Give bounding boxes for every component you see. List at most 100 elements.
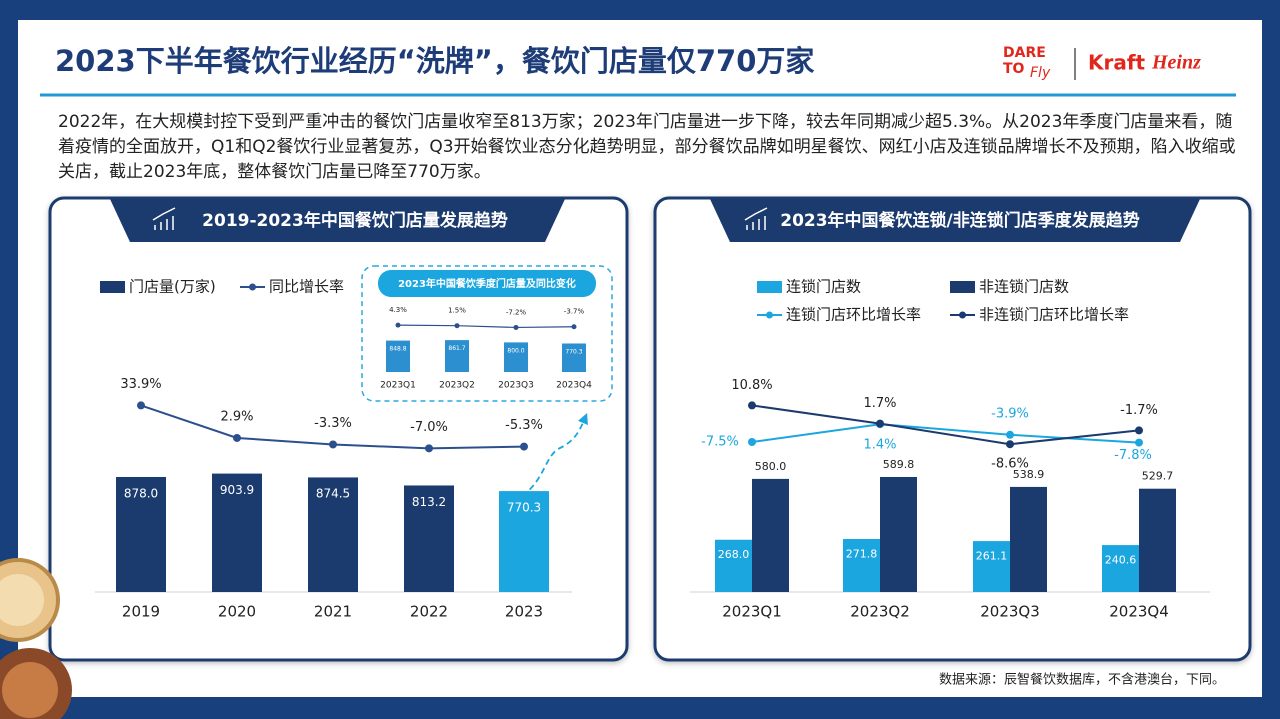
food-decoration: [0, 558, 72, 719]
bar: [1139, 488, 1176, 592]
bar-value-label: 261.1: [976, 549, 1008, 562]
bar: [1102, 545, 1139, 592]
x-tick-label: 2023Q3: [980, 603, 1040, 621]
bar: [973, 541, 1010, 592]
line-value-label: -7.5%: [701, 435, 739, 450]
line-point: [137, 401, 145, 410]
intro-paragraph: 2022年，在大规模封控下受到严重冲击的餐饮门店量收窄至813万家；2023年门…: [58, 112, 1236, 182]
line-point: [513, 324, 519, 330]
x-tick-label: 2023Q1: [722, 603, 782, 621]
line-point: [1135, 438, 1143, 447]
bar-value-label: 861.7: [448, 345, 465, 352]
bar: [880, 476, 917, 592]
legend-label: 非连锁门店环比增长率: [979, 306, 1129, 324]
x-tick-label: 2023Q3: [498, 381, 534, 391]
x-tick-label: 2023Q2: [439, 381, 475, 391]
bar-value-label: 878.0: [124, 486, 158, 500]
bar: [562, 343, 586, 372]
line-value-label: 33.9%: [120, 377, 161, 392]
bar-value-label: 271.8: [846, 547, 878, 560]
bar-value-label: 813.2: [412, 495, 446, 509]
line-point: [748, 438, 756, 446]
legend-swatch: [959, 311, 966, 319]
logo-kraft: Kraft: [1088, 51, 1146, 75]
logo-fly: Fly: [1030, 65, 1051, 81]
legend-swatch: [950, 281, 975, 293]
x-tick-label: 2021: [314, 603, 352, 621]
inset-title-pill: [378, 270, 596, 297]
bar-value-label: 240.6: [1105, 553, 1137, 566]
bar-value-label: 903.9: [220, 483, 254, 497]
bar-value-label: 770.3: [565, 348, 582, 355]
line-point: [571, 324, 577, 330]
legend-label: 门店量(万家): [129, 278, 216, 296]
tab-icons: [152, 207, 768, 230]
x-tick-label: 2023: [505, 603, 543, 621]
line-value-label: -8.6%: [991, 457, 1029, 472]
x-tick-label: 2023Q2: [850, 603, 910, 621]
line-point: [1135, 426, 1143, 435]
legend-label: 连锁门店数: [786, 278, 861, 296]
line-point: [1006, 430, 1014, 439]
x-tick-label: 2023Q4: [556, 381, 592, 391]
logo-dare: DARE: [1003, 45, 1046, 61]
bar: [116, 476, 166, 592]
x-tick-label: 2023Q1: [380, 381, 416, 391]
bar-value-label: 848.8: [389, 345, 406, 352]
legend-swatch: [100, 281, 125, 293]
line-point: [395, 322, 401, 328]
bar-value-label: 538.9: [1013, 468, 1045, 481]
left-panel-tab: [110, 199, 565, 242]
line-value-label: 10.8%: [731, 378, 772, 393]
line-value-label: 1.7%: [863, 396, 896, 411]
legend-label: 连锁门店环比增长率: [786, 306, 921, 324]
bar-value-label: 529.7: [1142, 470, 1174, 483]
line-point: [1006, 440, 1014, 449]
right-panel: [653, 196, 1252, 662]
line-value-label: -3.3%: [314, 416, 352, 431]
bar: [445, 340, 469, 372]
bar-value-label: 874.5: [316, 487, 350, 501]
line-value-label: 4.3%: [389, 306, 407, 314]
line-value-label: -5.3%: [505, 418, 543, 433]
bar: [1010, 486, 1047, 592]
chart-title: 2019-2023年中国餐饮门店量发展趋势: [202, 210, 508, 231]
x-tick-label: 2022: [410, 603, 448, 621]
inset-title: 2023年中国餐饮季度门店量及同比变化: [398, 277, 576, 290]
line: [397, 324, 575, 329]
bar: [308, 477, 358, 592]
legend-label: 同比增长率: [269, 278, 344, 296]
bar: [404, 485, 454, 592]
line-value-label: -7.2%: [506, 308, 527, 316]
line-value-label: -7.8%: [1114, 448, 1152, 463]
line: [751, 404, 1140, 446]
line-value-label: 1.4%: [863, 438, 896, 453]
bar: [212, 473, 262, 592]
bar: [386, 340, 410, 372]
line-point: [454, 323, 460, 329]
legend-swatch: [766, 311, 773, 319]
x-tick-label: 2020: [218, 603, 256, 621]
bar-value-label: 268.0: [718, 548, 750, 561]
bar: [504, 342, 528, 372]
line-value-label: 1.5%: [448, 307, 466, 315]
logo-heinz: Heinz: [1151, 52, 1201, 74]
line-value-label: 2.9%: [220, 409, 253, 424]
inset-arrow: [521, 413, 588, 497]
bar-value-label: 589.8: [883, 458, 915, 471]
slide-title: 2023下半年餐饮行业经历“洗牌”，餐饮门店量仅770万家: [55, 44, 814, 78]
bar-value-label: 770.3: [507, 500, 541, 514]
inset-box: [361, 265, 613, 402]
right-panel-tab: [710, 199, 1200, 242]
bar: [499, 491, 549, 592]
legend-swatch: [249, 283, 256, 291]
line-value-label: -1.7%: [1120, 403, 1158, 418]
x-tick-label: 2023Q4: [1109, 603, 1169, 621]
line-point: [748, 401, 756, 410]
line-point: [425, 444, 433, 453]
bar: [752, 478, 789, 592]
line-point: [329, 440, 337, 449]
source-note: 数据来源：辰智餐饮数据库，不含港澳台，下同。: [939, 672, 1225, 688]
